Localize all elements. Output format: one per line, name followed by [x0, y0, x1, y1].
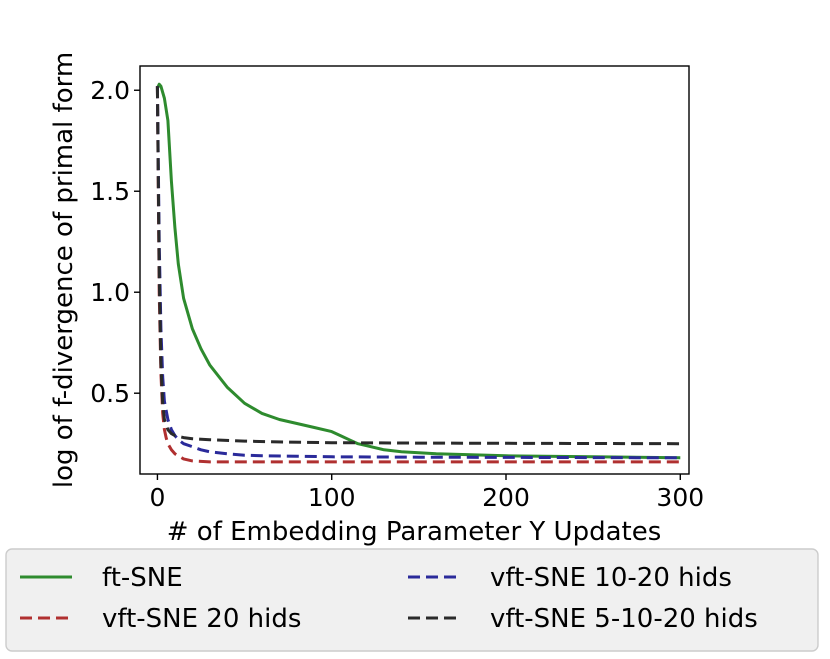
- plot-area: [139, 65, 690, 475]
- ticks-layer: 0 100 200 300 0.5 1.0 1.5 2.0: [90, 76, 704, 512]
- y-tick-label: 1.5: [90, 177, 130, 206]
- y-tick-label: 1.0: [90, 278, 130, 307]
- series-line-1: [155, 86, 681, 464]
- legend-label-0: ft-SNE: [102, 563, 183, 593]
- legend-label-2: vft-SNE 10-20 hids: [490, 563, 732, 593]
- legend: ft-SNE vft-SNE 20 hids vft-SNE 10-20 hids v…: [5, 548, 819, 652]
- legend-label-1: vft-SNE 20 hids: [102, 604, 301, 634]
- x-axis-label: # of Embedding Parameter Y Updates: [167, 517, 662, 547]
- series-line-2: [155, 86, 681, 460]
- x-tick-label: 100: [308, 483, 356, 512]
- x-tick-label: 300: [656, 483, 704, 512]
- x-tick-label: 200: [482, 483, 530, 512]
- y-tick-label: 2.0: [90, 76, 130, 105]
- series-lines-layer: [155, 82, 681, 464]
- y-axis-label: log of f-divergence of primal form: [49, 52, 79, 488]
- series-line-3: [155, 86, 681, 446]
- x-tick-label: 0: [149, 483, 165, 512]
- legend-box: [5, 548, 819, 652]
- y-tick-label: 0.5: [90, 379, 130, 408]
- series-line-0: [156, 82, 681, 460]
- legend-label-3: vft-SNE 5-10-20 hids: [490, 604, 758, 634]
